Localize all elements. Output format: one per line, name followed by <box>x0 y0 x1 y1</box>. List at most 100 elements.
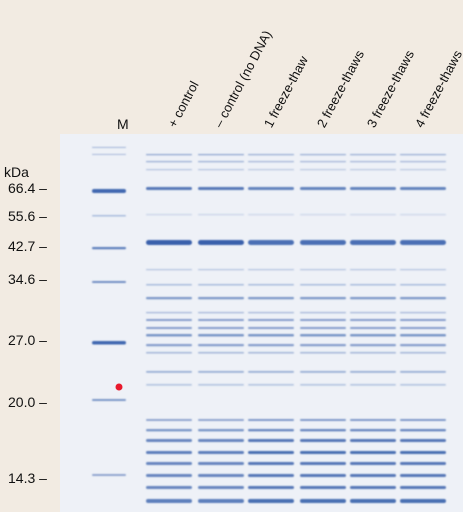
sample-band <box>350 474 396 477</box>
sample-band <box>198 419 244 421</box>
mw-label-66-4: 66.4 – <box>8 180 47 196</box>
sample-band <box>300 297 346 300</box>
sample-band <box>248 169 294 171</box>
sample-band <box>400 269 446 271</box>
sample-band <box>198 284 244 286</box>
marker-dot-icon <box>115 383 123 391</box>
sample-band <box>400 187 446 190</box>
marker-band <box>92 147 126 148</box>
sample-band <box>300 462 346 465</box>
sample-band <box>350 240 396 245</box>
sample-band <box>146 419 192 421</box>
sample-band <box>350 284 396 286</box>
sample-band <box>248 429 294 432</box>
sample-band <box>350 486 396 489</box>
sample-band <box>248 499 294 503</box>
sample-band <box>146 371 192 373</box>
sample-band <box>350 312 396 314</box>
marker-band <box>92 189 126 193</box>
marker-band <box>92 474 126 476</box>
sample-band <box>248 344 294 347</box>
sample-band <box>400 462 446 465</box>
marker-band <box>92 341 126 345</box>
sample-band <box>198 187 244 190</box>
sample-band <box>300 319 346 321</box>
sample-band <box>300 327 346 329</box>
sample-band <box>248 474 294 477</box>
sample-band <box>300 371 346 373</box>
sample-band <box>146 297 192 300</box>
sample-band <box>400 371 446 373</box>
sample-band <box>248 352 294 354</box>
sample-band <box>400 154 446 156</box>
sample-band <box>400 284 446 286</box>
sample-band <box>400 486 446 489</box>
marker-band <box>92 399 126 401</box>
sample-band <box>350 169 396 171</box>
sample-band <box>300 419 346 421</box>
sample-band <box>198 371 244 373</box>
sample-band <box>400 499 446 503</box>
sample-band <box>198 312 244 314</box>
sample-band <box>146 334 192 337</box>
sample-band <box>146 154 192 156</box>
sample-band <box>300 187 346 190</box>
sample-band <box>400 327 446 329</box>
sample-band <box>248 297 294 300</box>
sample-band <box>198 462 244 465</box>
sample-band <box>198 154 244 156</box>
sample-band <box>350 154 396 156</box>
sample-band <box>400 240 446 245</box>
sample-band <box>300 486 346 489</box>
sample-band <box>350 384 396 386</box>
sample-band <box>300 154 346 156</box>
sample-band <box>350 451 396 454</box>
sample-band <box>248 187 294 190</box>
sample-band <box>198 214 244 216</box>
sample-band <box>400 297 446 300</box>
sample-band <box>146 312 192 314</box>
sample-band <box>146 462 192 465</box>
sample-band <box>146 187 192 190</box>
sample-band <box>300 334 346 337</box>
lane-label-positive-control: + control <box>164 78 202 130</box>
sample-band <box>198 429 244 432</box>
sample-band <box>146 352 192 354</box>
lane-label-4-freeze-thaws: 4 freeze-thaws <box>411 47 463 130</box>
sample-band <box>300 451 346 454</box>
sample-band <box>300 214 346 216</box>
sample-band <box>198 474 244 477</box>
sample-band <box>198 161 244 163</box>
sample-band <box>400 319 446 321</box>
sample-band <box>350 439 396 442</box>
sample-band <box>248 240 294 245</box>
sample-band <box>300 240 346 245</box>
sample-band <box>300 169 346 171</box>
sample-band <box>300 474 346 477</box>
lane-label-3-freeze-thaws: 3 freeze-thaws <box>363 47 418 130</box>
sample-band <box>350 297 396 300</box>
sample-band <box>300 384 346 386</box>
sample-band <box>350 419 396 421</box>
marker-band <box>92 215 126 217</box>
sample-band <box>198 384 244 386</box>
sample-band <box>248 486 294 489</box>
sample-band <box>198 240 244 245</box>
sample-band <box>198 499 244 503</box>
sample-band <box>248 214 294 216</box>
sample-band <box>198 327 244 329</box>
sample-band <box>248 312 294 314</box>
sample-band <box>248 154 294 156</box>
mw-label-55-6: 55.6 – <box>8 208 47 224</box>
sample-band <box>198 169 244 171</box>
sample-band <box>300 344 346 347</box>
sample-band <box>400 312 446 314</box>
sample-band <box>146 429 192 432</box>
sample-band <box>146 269 192 271</box>
sample-band <box>248 419 294 421</box>
sample-band <box>300 161 346 163</box>
sample-band <box>248 161 294 163</box>
sample-band <box>198 319 244 321</box>
sample-band <box>146 344 192 347</box>
sample-band <box>400 214 446 216</box>
